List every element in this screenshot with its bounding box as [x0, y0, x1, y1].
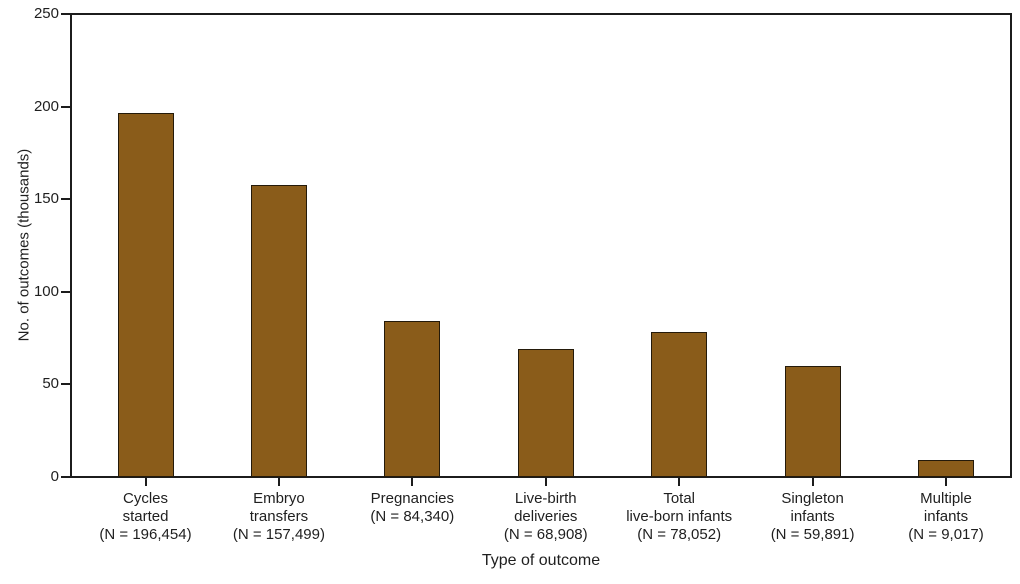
y-tick-label: 0: [50, 468, 59, 485]
y-tick-label: 200: [33, 97, 59, 115]
y-tick-label: 150: [33, 190, 59, 208]
bar-embryo-transfers: [250, 185, 307, 477]
y-tick-mark: [61, 383, 70, 386]
x-tick-mark: [945, 478, 948, 486]
x-category-label-line: (N = 196,454): [99, 526, 192, 543]
y-tick-mark: [61, 13, 70, 15]
x-category-label-line: Multiple: [920, 490, 972, 507]
y-tick-mark: [61, 105, 70, 108]
y-tick-mark: [61, 476, 70, 478]
x-tick-mark: [678, 478, 681, 486]
x-tick-mark: [811, 478, 814, 486]
x-category-label-multiple-infants: Multiple infants (N = 9,017): [861, 490, 1020, 544]
bar-pregnancies: [384, 320, 441, 477]
x-tick-mark: [144, 478, 147, 486]
x-category-label-line: (N = 68,908): [503, 526, 588, 543]
x-category-label-line: (N = 157,499): [232, 526, 325, 543]
x-category-label-total-live-born-infants: Total live-born infants (N = 78,052): [594, 490, 764, 544]
x-category-label-line: Pregnancies: [370, 490, 455, 507]
x-tick-mark: [544, 478, 547, 486]
x-category-label-live-birth-deliveries: Live-birth deliveries (N = 68,908): [461, 490, 631, 544]
y-tick-mark: [61, 198, 70, 201]
y-tick-label: 100: [33, 282, 59, 300]
bar-singleton-infants: [784, 366, 841, 477]
y-axis-title: No. of outcomes (thousands): [15, 148, 33, 342]
x-category-label-line: Live-birth: [514, 490, 577, 507]
x-category-label-line: Total: [663, 490, 696, 507]
bar-live-birth-deliveries: [517, 349, 574, 477]
x-category-label-line: live-born infants: [626, 508, 733, 525]
x-category-label-line: Singleton: [781, 490, 844, 507]
x-category-label-line: (N = 84,340): [370, 508, 455, 525]
y-tick-label: 50: [42, 375, 59, 393]
x-category-label-line: (N = 9,017): [908, 526, 984, 543]
bar-multiple-infants: [918, 460, 975, 477]
x-category-label-line: Embryo: [253, 490, 305, 507]
x-category-label-line: Cycles: [122, 490, 168, 507]
x-category-label-line: transfers: [249, 508, 309, 525]
x-category-label-line: (N = 59,891): [770, 526, 855, 543]
x-tick-mark: [411, 478, 414, 486]
x-axis-title: Type of outcome: [481, 552, 601, 569]
x-category-label-line: infants: [790, 508, 835, 525]
x-category-label-cycles-started: Cycles started (N = 196,454): [61, 490, 231, 544]
x-category-label-line: started: [122, 508, 169, 525]
y-tick-label: 250: [33, 5, 59, 22]
x-category-label-pregnancies: Pregnancies (N = 84,340): [327, 490, 497, 526]
x-tick-mark: [277, 478, 280, 486]
y-tick-mark: [61, 290, 70, 293]
bar-cycles-started: [117, 113, 174, 477]
x-category-label-line: infants: [923, 508, 969, 525]
x-category-label-line: deliveries: [514, 508, 578, 525]
bar-total-live-born-infants: [651, 332, 708, 477]
x-category-label-line: (N = 78,052): [637, 526, 722, 543]
x-category-label-singleton-infants: Singleton infants (N = 59,891): [728, 490, 898, 544]
x-category-label-embryo-transfers: Embryo transfers (N = 157,499): [194, 490, 364, 544]
